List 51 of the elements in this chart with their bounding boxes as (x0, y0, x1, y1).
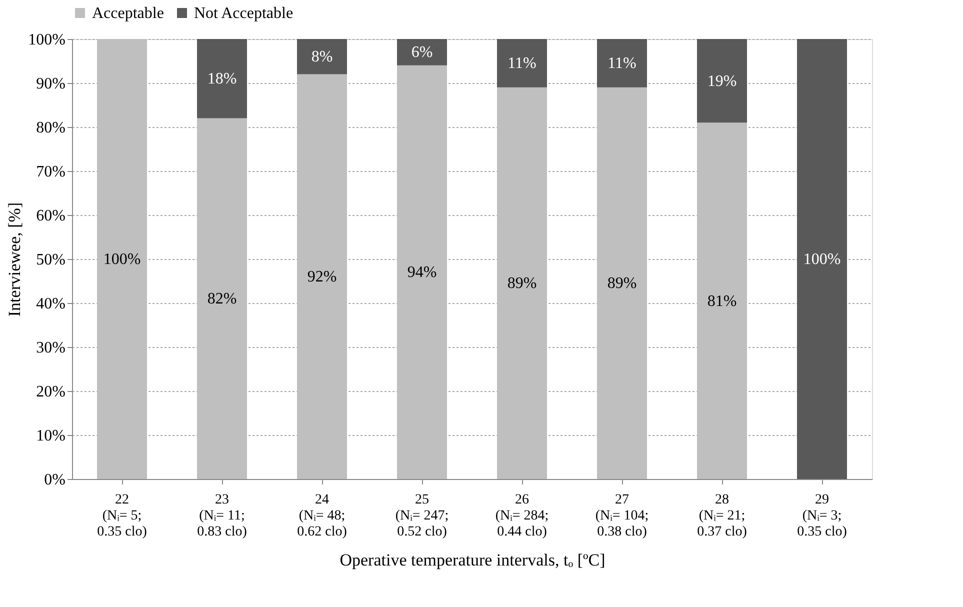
legend-label: Acceptable (92, 5, 164, 22)
bar (297, 39, 347, 74)
bar (197, 118, 247, 479)
bar (197, 39, 247, 118)
legend-label: Not Acceptable (194, 5, 294, 22)
data-label: 100% (103, 251, 141, 268)
y-tick-label: 0% (44, 472, 66, 488)
y-tick-label: 70% (36, 164, 66, 180)
data-label: 82% (207, 290, 237, 308)
y-axis-title: Interviewee, [%] (5, 202, 24, 317)
x-tick-label: 24 (Nᵢ= 48; 0.62 clo) (297, 492, 348, 540)
bar (297, 74, 347, 479)
data-label: 11% (608, 55, 636, 72)
y-tick-label: 30% (36, 340, 66, 356)
y-tick-label: 90% (36, 76, 66, 92)
bar (497, 87, 547, 479)
y-tick-label: 20% (36, 384, 66, 400)
bar (597, 39, 647, 88)
data-label: 92% (307, 268, 337, 286)
data-label: 19% (707, 72, 737, 90)
data-label: 94% (407, 264, 437, 282)
y-tick-label: 50% (36, 252, 66, 268)
bar (497, 39, 547, 88)
y-tick-label: 60% (36, 208, 66, 224)
data-label: 89% (607, 275, 637, 292)
x-tick-label: 23 (Nᵢ= 11; 0.83 clo) (197, 492, 248, 540)
x-tick-label: 25 (Nᵢ= 247; 0.52 clo) (395, 492, 449, 540)
data-label: 8% (311, 48, 333, 66)
bar (597, 87, 647, 479)
data-label: 89% (507, 275, 537, 292)
x-tick-label: 29 (Nᵢ= 3; 0.35 clo) (797, 492, 848, 540)
data-label: 6% (411, 44, 433, 62)
x-axis-title: Operative temperature intervals, tₒ [ºC] (340, 550, 606, 570)
bar (97, 39, 147, 479)
y-tick-label: 10% (36, 428, 66, 444)
data-label: 18% (207, 70, 237, 88)
x-tick-label: 27 (Nᵢ= 104; 0.38 clo) (595, 492, 649, 540)
x-tick-label: 28 (Nᵢ= 21; 0.37 clo) (697, 492, 748, 540)
bar (397, 39, 447, 66)
bar (397, 65, 447, 479)
bar (797, 39, 847, 479)
x-tick-label: 26 (Nᵢ= 284; 0.44 clo) (495, 492, 549, 540)
data-label: 100% (803, 251, 841, 268)
y-tick-label: 40% (36, 296, 66, 312)
bar (697, 39, 747, 123)
data-label: 11% (508, 55, 536, 72)
bar (697, 122, 747, 479)
y-tick-label: 80% (36, 120, 66, 136)
x-tick-label: 22 (Nᵢ= 5; 0.35 clo) (97, 492, 148, 540)
y-tick-label: 100% (28, 32, 66, 48)
data-label: 81% (707, 292, 737, 310)
